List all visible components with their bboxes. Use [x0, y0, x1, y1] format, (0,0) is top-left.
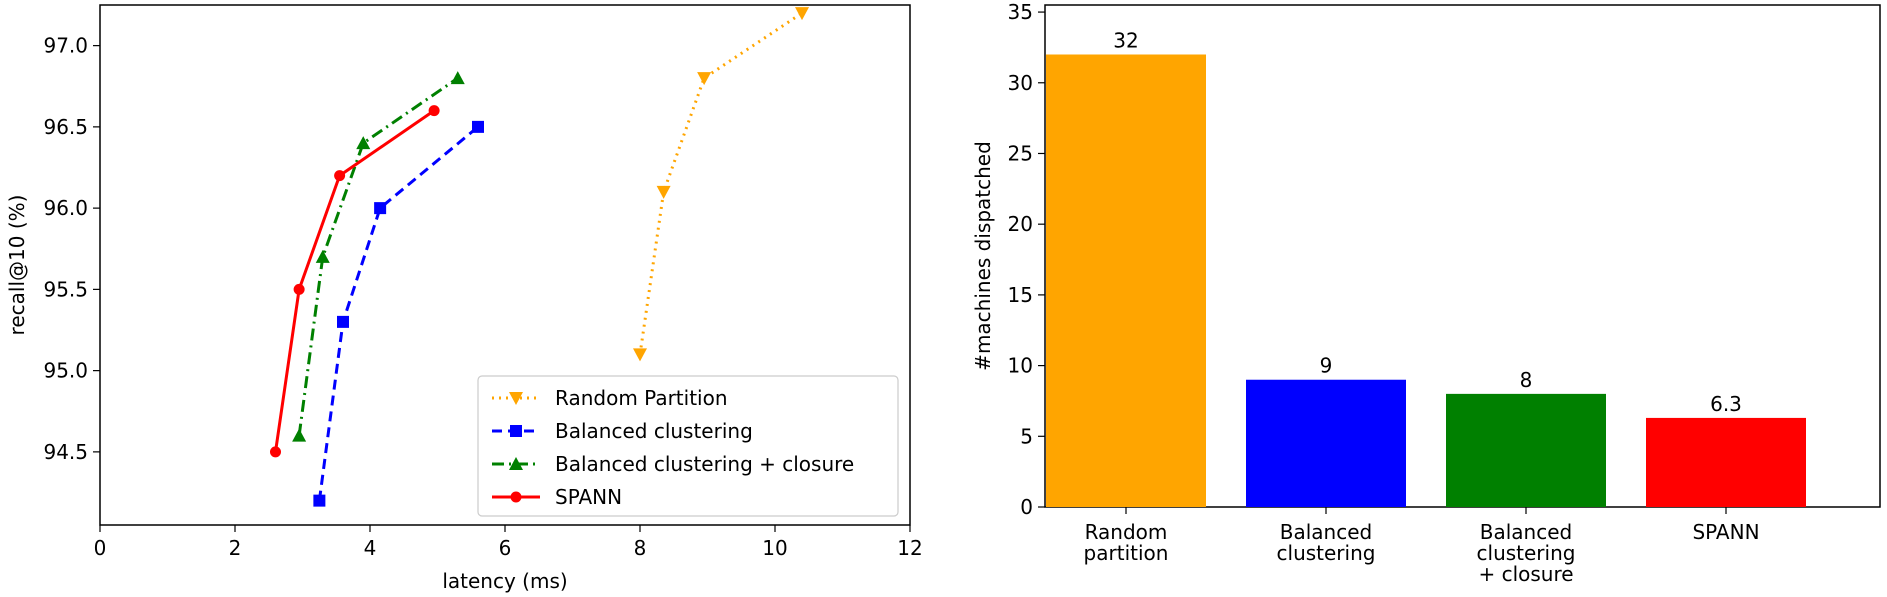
y-tick-label: 35 — [1008, 0, 1033, 24]
bar-value-label: 6.3 — [1710, 392, 1742, 416]
bar-chart-x-ticks: RandompartitionBalancedclusteringBalance… — [1084, 507, 1760, 586]
data-point — [374, 202, 387, 215]
y-tick-label: 96.0 — [43, 196, 88, 220]
x-tick-label: 6 — [499, 536, 512, 560]
x-tick-label: 8 — [634, 536, 647, 560]
series — [633, 7, 809, 362]
legend-box — [477, 375, 899, 517]
bar — [1246, 379, 1406, 507]
data-point — [428, 105, 440, 117]
data-point — [450, 71, 465, 85]
data-point — [509, 392, 523, 405]
x-tick-label: 4 — [364, 536, 377, 560]
y-tick-label: 0 — [1020, 495, 1033, 519]
bar-chart-bars: 32 9 8 6.3 — [1046, 28, 1806, 508]
y-tick-label: 15 — [1008, 283, 1033, 307]
series-line — [297, 76, 459, 436]
series — [270, 105, 440, 458]
line-chart-y-ticks: 94.5 95.0 95.5 96.0 96.5 97.0 — [43, 34, 100, 464]
x-tick-label: 0 — [94, 536, 107, 560]
series-line — [317, 125, 479, 501]
data-point — [313, 494, 326, 507]
line-chart-x-ticks: 0 2 4 6 8 10 12 — [94, 525, 923, 560]
bar — [1046, 54, 1206, 508]
data-point — [697, 72, 712, 86]
x-tick-label: 2 — [229, 536, 242, 560]
x-tick-label: Balanced — [1480, 520, 1572, 544]
data-point — [356, 136, 371, 150]
x-tick-label: 12 — [897, 536, 922, 560]
y-tick-label: 95.5 — [43, 277, 88, 301]
x-tick-label: Balanced — [1280, 520, 1372, 544]
bar-value-label: 8 — [1520, 368, 1533, 392]
legend-label: Balanced clustering — [555, 419, 753, 443]
series-line — [274, 109, 435, 453]
y-tick-label: 25 — [1008, 141, 1033, 165]
x-tick-label: Random — [1085, 520, 1168, 544]
legend-label: Random Partition — [555, 386, 728, 410]
series-line — [638, 11, 803, 355]
series — [313, 120, 484, 507]
line-chart-x-label: latency (ms) — [442, 569, 567, 593]
data-point — [315, 249, 330, 263]
data-point — [656, 185, 671, 199]
legend-label: Balanced clustering + closure — [555, 452, 854, 476]
y-tick-label: 95.0 — [43, 359, 88, 383]
bar-chart-y-ticks: 0 5 10 15 20 25 30 35 — [1008, 0, 1045, 519]
data-point — [270, 446, 281, 458]
data-point — [795, 7, 809, 21]
data-point — [510, 425, 522, 437]
data-point — [472, 120, 484, 133]
data-point — [334, 170, 346, 182]
y-tick-label: 96.5 — [43, 115, 88, 139]
x-tick-label: partition — [1084, 541, 1169, 565]
bar — [1446, 393, 1606, 507]
y-tick-label: 20 — [1008, 212, 1033, 236]
legend: Random Partition Balanced clustering Balan… — [477, 375, 899, 517]
x-tick-label: clustering — [1477, 541, 1576, 565]
line-chart: 0 2 4 6 8 10 12 94.5 95.0 95.5 96.0 96.5 97.0 laten… — [5, 4, 923, 593]
line-chart-y-label: recall@10 (%) — [5, 195, 29, 336]
y-tick-label: 5 — [1020, 424, 1033, 448]
y-tick-label: 10 — [1008, 354, 1033, 378]
x-tick-label: 10 — [762, 536, 787, 560]
data-point — [633, 348, 647, 362]
data-point — [509, 457, 523, 470]
bar — [1646, 417, 1806, 507]
legend-label: SPANN — [555, 485, 622, 509]
bar-value-label: 32 — [1113, 28, 1138, 52]
line-chart-series — [270, 7, 809, 507]
data-point — [293, 283, 305, 295]
x-tick-label: clustering — [1277, 541, 1376, 565]
y-tick-label: 30 — [1008, 71, 1033, 95]
series — [292, 71, 465, 442]
x-tick-label: + closure — [1478, 562, 1573, 586]
y-tick-label: 94.5 — [43, 440, 88, 464]
bar-value-label: 9 — [1320, 354, 1333, 378]
y-tick-label: 97.0 — [43, 34, 88, 58]
data-point — [510, 491, 522, 503]
data-point — [337, 315, 349, 328]
x-tick-label: SPANN — [1692, 520, 1759, 544]
data-point — [292, 428, 307, 442]
bar-chart-y-label: #machines dispatched — [971, 141, 995, 371]
